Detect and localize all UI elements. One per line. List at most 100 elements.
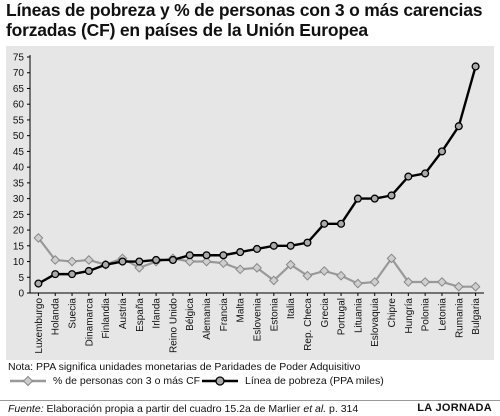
point-pct-13 — [252, 262, 262, 273]
point-pct-17 — [319, 266, 330, 276]
x-tick-label-24: Letonia — [437, 298, 448, 331]
point-poverty-13 — [252, 244, 262, 253]
x-tick-label-19: Lituania — [353, 298, 364, 333]
point-poverty-22 — [404, 172, 413, 181]
source-page: p. 314 — [329, 403, 359, 415]
y-tick-label-35: 35 — [13, 178, 25, 189]
chart-title: Líneas de pobreza y % de personas con 3 … — [6, 0, 496, 40]
y-tick-label-75: 75 — [13, 53, 25, 64]
point-pct-24 — [437, 277, 447, 287]
point-poverty-8 — [168, 255, 177, 265]
point-poverty-20 — [370, 194, 379, 203]
x-tick-label-4: Finlandia — [101, 298, 112, 339]
y-tick-label-40: 40 — [13, 163, 25, 174]
legend-swatch-circle-icon — [202, 376, 238, 386]
legend-swatch-diamond-icon — [10, 375, 46, 387]
x-tick-label-15: Italia — [286, 298, 297, 320]
x-tick-label-23: Polonia — [421, 298, 432, 332]
x-tick-label-7: Irlanda — [152, 298, 163, 329]
point-poverty-5 — [118, 257, 127, 266]
source-body: Elaboración propia a partir del cuadro 1… — [46, 403, 301, 415]
y-tick-label-20: 20 — [13, 226, 25, 237]
x-tick-label-11: Francia — [219, 298, 230, 332]
source-et-al: et al. — [303, 403, 327, 415]
y-tick-label-10: 10 — [13, 257, 25, 268]
point-pct-26 — [470, 281, 481, 292]
x-tick-label-12: Malta — [236, 298, 247, 323]
x-tick-label-22: Hungría — [404, 298, 415, 334]
legend-item-pct: % de personas con 3 o más CF — [8, 375, 200, 387]
legend-label-pct: % de personas con 3 o más CF — [53, 375, 201, 387]
point-poverty-7 — [152, 255, 161, 265]
x-tick-label-8: Reino Unido — [168, 298, 179, 353]
y-tick-label-65: 65 — [13, 84, 25, 95]
point-pct-25 — [453, 281, 464, 292]
x-tick-label-21: Chipre — [387, 298, 398, 328]
legend-label-poverty: Línea de pobreza (PPA miles) — [245, 375, 384, 387]
point-poverty-24 — [437, 147, 447, 156]
x-tick-label-3: Dinamarca — [84, 298, 95, 347]
point-poverty-10 — [202, 251, 211, 260]
point-pct-22 — [403, 277, 414, 287]
y-tick-label-50: 50 — [13, 131, 25, 142]
point-poverty-14 — [269, 241, 278, 250]
point-poverty-11 — [219, 251, 228, 260]
footer-divider — [0, 400, 500, 401]
point-pct-1 — [50, 255, 61, 265]
y-tick-label-30: 30 — [13, 194, 25, 205]
point-pct-3 — [83, 255, 94, 265]
point-pct-16 — [302, 270, 313, 281]
x-tick-label-9: Bélgica — [185, 298, 196, 331]
x-tick-label-6: España — [135, 298, 146, 332]
point-pct-6 — [134, 262, 145, 273]
x-tick-label-20: Eslovaquia — [370, 298, 381, 347]
point-pct-0 — [33, 233, 44, 243]
plot-panel — [6, 46, 494, 360]
y-tick-label-45: 45 — [13, 147, 25, 158]
brand-logo: LA JORNADA — [417, 402, 492, 414]
point-poverty-19 — [353, 194, 362, 203]
chart-title-line-1: Líneas de pobreza y % de personas con 3 … — [6, 0, 483, 20]
y-tick-label-25: 25 — [13, 210, 25, 221]
x-tick-label-18: Portugal — [337, 298, 348, 335]
x-tick-label-14: Estonia — [269, 298, 280, 332]
point-poverty-17 — [320, 219, 329, 228]
chart-title-line-2: forzadas (CF) en países de la Unión Euro… — [6, 20, 368, 40]
point-pct-18 — [336, 270, 346, 281]
x-tick-label-10: Alemania — [202, 298, 213, 340]
point-poverty-2 — [67, 270, 77, 279]
x-tick-label-0: Luxemburgo — [34, 298, 45, 354]
point-poverty-16 — [303, 238, 312, 247]
source-label: Fuente: — [8, 403, 44, 415]
y-tick-label-5: 5 — [18, 273, 24, 284]
point-pct-14 — [268, 275, 279, 286]
point-poverty-0 — [34, 279, 43, 288]
point-poverty-26 — [471, 62, 480, 71]
point-pct-12 — [235, 264, 246, 275]
point-poverty-23 — [421, 169, 430, 178]
y-tick-label-15: 15 — [13, 241, 25, 252]
x-tick-label-17: Grecia — [320, 298, 331, 328]
point-poverty-21 — [387, 191, 396, 200]
point-poverty-18 — [337, 219, 346, 228]
point-poverty-1 — [51, 270, 60, 279]
y-tick-label-70: 70 — [13, 68, 25, 79]
x-tick-label-16: Rep. Checa — [303, 298, 314, 351]
source-text: Fuente: Elaboración propia a partir del … — [8, 403, 358, 415]
x-tick-label-2: Suecia — [68, 298, 79, 329]
x-tick-label-13: Eslovenia — [253, 298, 264, 342]
point-pct-2 — [67, 256, 77, 267]
point-pct-20 — [369, 277, 380, 287]
note-text: Nota: PPA significa unidades monetarias … — [8, 361, 361, 373]
y-tick-label-55: 55 — [13, 115, 25, 126]
point-pct-19 — [352, 278, 363, 289]
x-tick-label-25: Rumania — [454, 298, 465, 338]
x-tick-label-1: Holanda — [51, 298, 62, 336]
point-poverty-6 — [135, 257, 144, 266]
legend-item-poverty: Línea de pobreza (PPA miles) — [200, 375, 384, 387]
point-pct-9 — [184, 256, 195, 267]
point-pct-10 — [201, 256, 212, 267]
point-pct-21 — [386, 253, 397, 264]
point-poverty-9 — [185, 251, 194, 260]
